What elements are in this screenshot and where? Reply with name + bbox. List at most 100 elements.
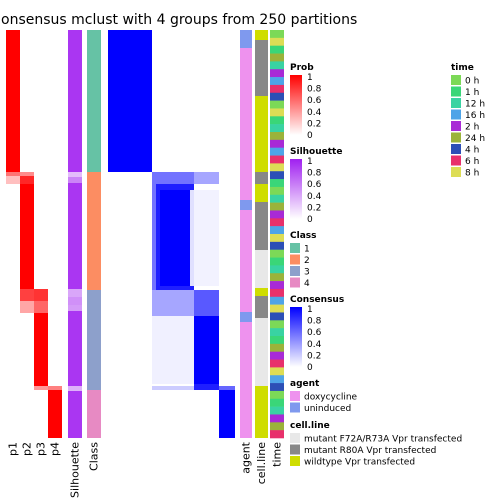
agent-cell (240, 210, 252, 312)
agent-cell (240, 312, 252, 322)
legend-swatch-mutant-f72a-r73a-vpr-transfected (290, 433, 300, 443)
legend-tick: 0.8 (307, 85, 322, 95)
time-cell (270, 108, 284, 117)
time-cell (270, 132, 284, 141)
legend-title-consensus: Consensus (290, 295, 344, 305)
cell-line-cell (255, 296, 268, 318)
silhouette-group-4 (68, 390, 82, 438)
legend-swatch-1-h (451, 86, 461, 97)
time-cell (270, 163, 284, 172)
class-group-2 (87, 172, 101, 290)
legend-colorbar-consensus (290, 307, 302, 367)
legend-label-2-h: 2 h (465, 123, 479, 133)
column-labels: p1 p2 p3 p4 Silhouette Class agent cell.line tim… (7, 441, 284, 498)
legend-swatch-24-h (451, 132, 461, 143)
cell-line-cell (255, 386, 268, 438)
legend-tick: 0.4 (307, 340, 322, 350)
class-group-3 (87, 290, 101, 390)
legend-swatch-uninduced (290, 402, 300, 413)
column-label-p1: p1 (7, 442, 20, 456)
consensus-edge (152, 172, 194, 184)
time-cell (270, 398, 284, 407)
cell-line-cell (255, 184, 268, 202)
chart-title: onsensus mclust with 4 groups from 250 p… (1, 12, 357, 28)
legend-label-0-h: 0 h (465, 77, 479, 87)
time-cell (270, 265, 284, 274)
legend-label-12-h: 12 h (465, 100, 485, 110)
time-cell (270, 100, 284, 109)
legend-swatch-2-h (451, 121, 461, 131)
consensus-block-4 (219, 390, 235, 438)
legend-swatch-2 (290, 254, 300, 265)
legend-label-24-h: 24 h (465, 134, 485, 144)
prob-mixed-row (6, 172, 20, 176)
legend-swatch-6-h (451, 155, 461, 166)
legend-label-3: 3 (304, 268, 310, 278)
cell-line-cell (255, 172, 268, 184)
column-label-class: Class (88, 442, 101, 471)
legends: Prob10.80.60.40.20Silhouette10.80.60.40.… (290, 63, 485, 468)
cell-line-cell (255, 50, 268, 96)
legend-swatch-4 (290, 277, 300, 288)
legend-swatch-12-h (451, 98, 461, 108)
legend-tick: 0.8 (307, 317, 322, 327)
prob-block-group-3 (34, 290, 48, 390)
time-cell (270, 139, 284, 148)
legend-label-mutant-f72a-r73a-vpr-transfected: mutant F72A/R73A Vpr transfected (304, 435, 462, 445)
prob-block-group-4 (48, 390, 62, 438)
time-cell (270, 116, 284, 125)
legend-title-cell-line: cell.line (290, 421, 330, 431)
agent-cell (240, 322, 252, 438)
column-label-p4: p4 (49, 442, 62, 456)
time-cell (270, 288, 284, 298)
time-cell (270, 390, 284, 400)
legend-title-class: Class (290, 231, 316, 241)
legend-swatch-8-h (451, 167, 461, 177)
prob-column-p4 (48, 30, 62, 438)
time-cell (270, 406, 284, 415)
legend-label-4-h: 4 h (465, 146, 479, 156)
legend-colorbar-silhouette (290, 159, 302, 219)
time-cell (270, 375, 284, 384)
legend-title-silhouette: Silhouette (290, 147, 342, 157)
time-cell (270, 171, 284, 180)
column-label-p2: p2 (21, 442, 34, 456)
time-cell (270, 343, 284, 352)
legend-tick: 0 (307, 215, 313, 225)
silhouette-low-row (68, 305, 82, 311)
prob-mixed-row (34, 289, 48, 301)
legend-tick: 0.8 (307, 169, 322, 179)
time-cell (270, 304, 284, 313)
time-cell (270, 179, 284, 188)
consensus-edge (194, 172, 219, 184)
legend-label-16-h: 16 h (465, 111, 485, 121)
legend-label-8-h: 8 h (465, 169, 479, 179)
time-cell (270, 84, 284, 94)
prob-mixed-row (48, 386, 62, 390)
time-cell (270, 430, 284, 439)
legend-title-agent: agent (290, 379, 320, 389)
time-cell (270, 359, 284, 368)
consensus-edge (152, 172, 156, 290)
prob-block-group-1 (6, 30, 20, 172)
time-cell (270, 422, 284, 431)
consensus-block-2-core (160, 190, 190, 286)
legend-label-1: 1 (304, 245, 310, 255)
time-cell (270, 37, 284, 46)
legend-label-1-h: 1 h (465, 88, 479, 98)
time-cell (270, 328, 284, 337)
legend-swatch-4-h (451, 144, 461, 154)
time-cell (270, 147, 284, 156)
prob-block-group-2 (20, 172, 34, 290)
consensus-edge (194, 290, 219, 316)
consensus-offdiag (152, 386, 194, 390)
time-cell (270, 234, 284, 243)
consensus-block-3-core (194, 316, 219, 384)
legend-label-4: 4 (304, 279, 310, 289)
consensus-offdiag (152, 290, 194, 316)
legend-label-doxycycline: doxycycline (304, 393, 358, 403)
legend-swatch-0-h (451, 75, 461, 85)
time-cell (270, 273, 284, 282)
time-cell (270, 77, 284, 86)
cell-line-cell (255, 96, 268, 172)
